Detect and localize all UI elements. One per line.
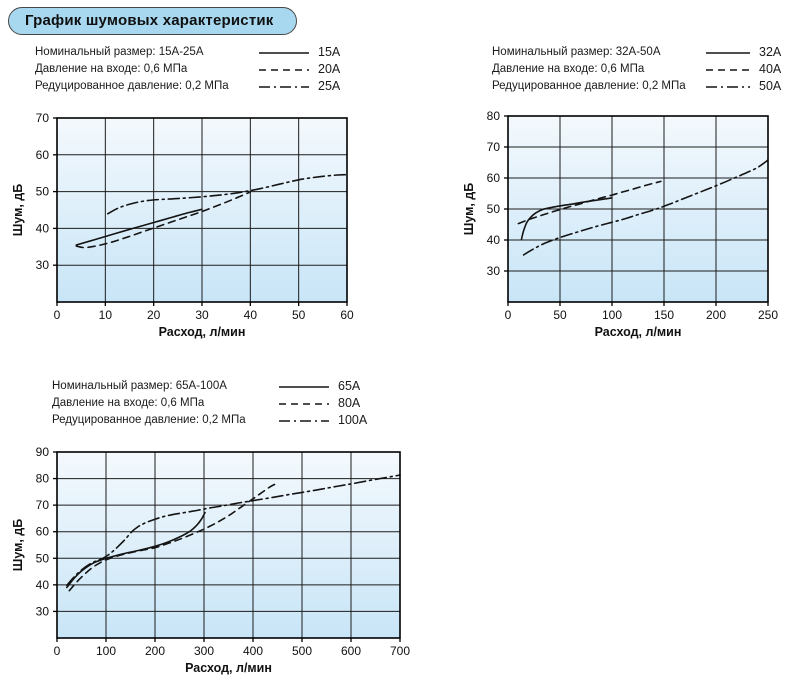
y-axis-title: Шум, дБ [11,519,25,571]
legend-size-label: 20А [318,61,341,76]
x-tick-label: 200 [145,644,165,658]
y-tick-label: 70 [487,140,501,154]
y-axis-title: Шум, дБ [462,183,476,235]
legend-row: Номинальный размер: 65А-100А 65А [52,377,367,394]
x-tick-label: 30 [195,308,209,322]
y-tick-label: 90 [36,445,50,459]
x-tick-label: 0 [54,644,61,658]
legend-row: Давление на входе: 0,6 МПа 20А [35,60,340,77]
noise-chart-15a-25a: 0 10 20 30 40 50 60 30 40 50 60 70 Расход, л/мин Шум,… [11,111,354,339]
legend-line-sample-dashed [278,397,330,409]
x-axis-title: Расход, л/мин [595,325,682,339]
legend-line-sample-dashdot [705,80,751,92]
legend-condition-label: Давление на входе: 0,6 МПа [52,396,205,409]
y-tick-label: 70 [36,498,50,512]
y-tick-label: 40 [487,233,501,247]
x-tick-label: 100 [96,644,116,658]
legend-row: Номинальный размер: 32А-50А 32А [492,43,781,60]
legend-condition-label: Давление на входе: 0,6 МПа [35,62,188,75]
legend-size-label: 80А [338,395,361,410]
legend-condition-label: Номинальный размер: 32А-50А [492,45,661,58]
legend-size-label: 25А [318,78,341,93]
plot-background [57,452,400,638]
legend-condition-label: Номинальный размер: 15А-25А [35,45,204,58]
x-tick-label: 60 [340,308,354,322]
legend-line-sample-solid [278,380,330,392]
legend-condition-label: Редуцированное давление: 0,2 МПа [52,413,246,426]
series-line [522,159,769,256]
y-tick-label: 60 [36,148,50,162]
y-tick-label: 60 [36,525,50,539]
y-tick-label: 50 [36,551,50,565]
legend-line-sample-solid [258,46,310,58]
x-tick-label: 200 [706,308,726,322]
y-tick-label: 50 [487,202,501,216]
x-tick-label: 20 [147,308,161,322]
legend-row: Редуцированное давление: 0,2 МПа 100А [52,411,367,428]
legend-line-sample-solid [705,46,751,58]
chart-legend-65a-100a: Номинальный размер: 65А-100А 65А Давление … [52,377,367,428]
legend-size-label: 100А [338,412,368,427]
x-tick-label: 10 [99,308,113,322]
y-tick-label: 40 [36,221,50,235]
series-line [68,483,276,592]
legend-condition-label: Номинальный размер: 65А-100А [52,379,227,392]
x-tick-label: 300 [194,644,214,658]
x-tick-label: 600 [341,644,361,658]
x-tick-label: 250 [758,308,778,322]
plot-border [56,451,401,639]
x-tick-label: 100 [602,308,622,322]
y-tick-label: 50 [36,185,50,199]
x-tick-label: 0 [505,308,512,322]
y-axis-title: Шум, дБ [11,184,25,236]
chart-legend-15a-25a: Номинальный размер: 15А-25А 15А Давление н… [35,43,340,94]
legend-condition-label: Редуцированное давление: 0,2 МПа [35,79,229,92]
x-axis-title: Расход, л/мин [159,325,246,339]
series-line [107,173,348,215]
legend-row: Давление на входе: 0,6 МПа 80А [52,394,367,411]
y-tick-label: 70 [36,111,50,125]
y-tick-label: 40 [36,578,50,592]
series-line [75,208,203,246]
y-tick-label: 80 [487,109,501,123]
legend-row: Номинальный размер: 15А-25А 15А [35,43,340,60]
x-tick-label: 400 [243,644,263,658]
y-tick-label: 30 [487,264,501,278]
legend-size-label: 32А [759,44,782,59]
y-tick-label: 60 [487,171,501,185]
legend-row: Давление на входе: 0,6 МПа 40А [492,60,781,77]
y-tick-label: 30 [36,258,50,272]
legend-row: Редуцированное давление: 0,2 МПа 50А [492,77,781,94]
legend-line-sample-dashdot [278,414,330,426]
legend-size-label: 15А [318,44,341,59]
x-tick-label: 150 [654,308,674,322]
series-line [75,191,252,249]
noise-chart-32a-50a: 0 50 100 150 200 250 30 40 50 60 70 80 Расход, л/мин… [462,109,778,339]
x-tick-label: 700 [390,644,410,658]
legend-size-label: 50А [759,78,782,93]
series-line [66,474,401,587]
legend-size-label: 65А [338,378,361,393]
page-title: График шумовых характеристик [8,7,297,35]
y-tick-label: 30 [36,604,50,618]
series-line [517,180,662,225]
legend-condition-label: Редуцированное давление: 0,2 МПа [492,79,686,92]
legend-line-sample-dashed [705,63,751,75]
legend-line-sample-dashdot [258,80,310,92]
y-tick-label: 80 [36,472,50,486]
x-tick-label: 50 [292,308,306,322]
x-tick-label: 500 [292,644,312,658]
noise-chart-65a-100a: 0 100 200 300 400 500 600 700 30 40 50 60 70 80 90 Расх… [11,445,410,675]
x-tick-label: 40 [244,308,258,322]
legend-row: Редуцированное давление: 0,2 МПа 25А [35,77,340,94]
x-axis-title: Расход, л/мин [185,661,272,675]
legend-condition-label: Давление на входе: 0,6 МПа [492,62,645,75]
x-tick-label: 0 [54,308,61,322]
chart-legend-32a-50a: Номинальный размер: 32А-50А 32А Давление н… [492,43,781,94]
x-tick-label: 50 [553,308,567,322]
legend-size-label: 40А [759,61,782,76]
legend-line-sample-dashed [258,63,310,75]
